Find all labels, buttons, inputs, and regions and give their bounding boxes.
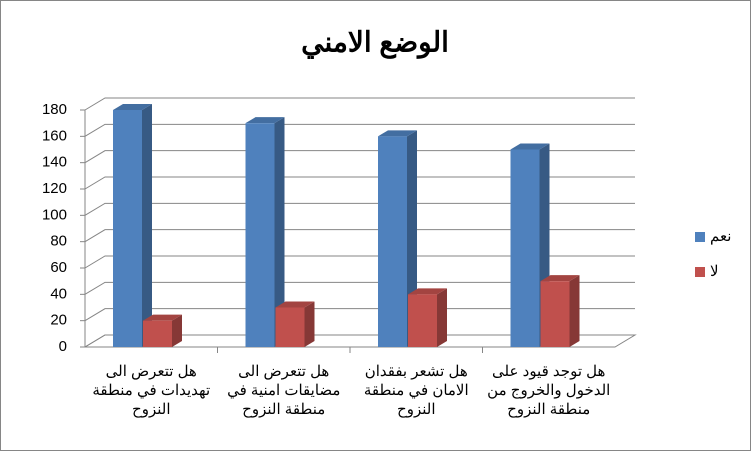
bar-top	[245, 117, 285, 124]
grid-line	[84, 334, 635, 348]
x-tick-label: هل تتعرض الى مضايقات امنية في منطقة النز…	[227, 363, 341, 418]
grid-line	[84, 255, 635, 269]
bar-front	[143, 320, 172, 347]
grid-line	[84, 97, 635, 111]
y-tick-label: 140	[42, 154, 67, 171]
bar-side	[274, 117, 285, 348]
bar-side	[172, 314, 182, 347]
x-tick-label: هل تتعرض الى تهديدات في منطقة النزوح	[92, 363, 211, 418]
bar-side	[142, 104, 152, 347]
y-tick-label: 120	[42, 180, 67, 197]
bar-front	[408, 294, 437, 347]
bar-front	[275, 307, 305, 347]
bar-top	[378, 130, 417, 137]
y-tick-label: 0	[59, 338, 67, 355]
grid-line	[84, 308, 635, 322]
bar-top	[408, 288, 447, 295]
bar	[408, 288, 447, 347]
y-tick-label: 60	[50, 259, 67, 276]
grid-line	[84, 176, 635, 190]
chart-title: الوضع الامني	[301, 26, 449, 59]
bar-front	[113, 110, 142, 347]
bar-front	[510, 149, 540, 347]
grid-line	[84, 229, 635, 243]
y-tick-label: 80	[50, 233, 67, 250]
y-tick-label: 20	[50, 312, 67, 329]
x-tick-label: هل تشعر بفقدان الامان في منطقة النزوح	[363, 363, 469, 418]
bar-side	[304, 301, 315, 347]
legend-swatch	[695, 232, 705, 242]
legend-label: لا	[710, 263, 719, 280]
bar-top	[113, 104, 152, 110]
bar	[245, 117, 285, 348]
bar	[378, 130, 417, 347]
bar-top	[540, 275, 580, 282]
y-tick-label: 100	[42, 206, 67, 223]
bar-front	[378, 136, 407, 347]
bar-top	[143, 314, 182, 321]
bar-side	[437, 288, 447, 347]
y-tick-label: 40	[50, 285, 67, 302]
bar-top	[275, 301, 315, 308]
bar	[143, 314, 182, 347]
bar	[275, 301, 315, 347]
grid-line	[84, 123, 635, 137]
bar	[540, 275, 580, 347]
bar-side	[569, 275, 580, 347]
x-tick-label: هل توجد قيود على الدخول والخروج من منطقة…	[487, 363, 611, 418]
legend-label: نعم	[710, 228, 731, 245]
grid-line	[84, 150, 635, 164]
grid-line	[84, 202, 635, 216]
bar-front	[540, 281, 570, 347]
legend-swatch	[695, 267, 705, 277]
bar-top	[510, 143, 550, 150]
bar-front	[245, 123, 275, 348]
y-tick-label: 180	[42, 101, 67, 118]
grid-line	[84, 281, 635, 295]
bar	[113, 104, 152, 347]
y-tick-label: 160	[42, 127, 67, 144]
